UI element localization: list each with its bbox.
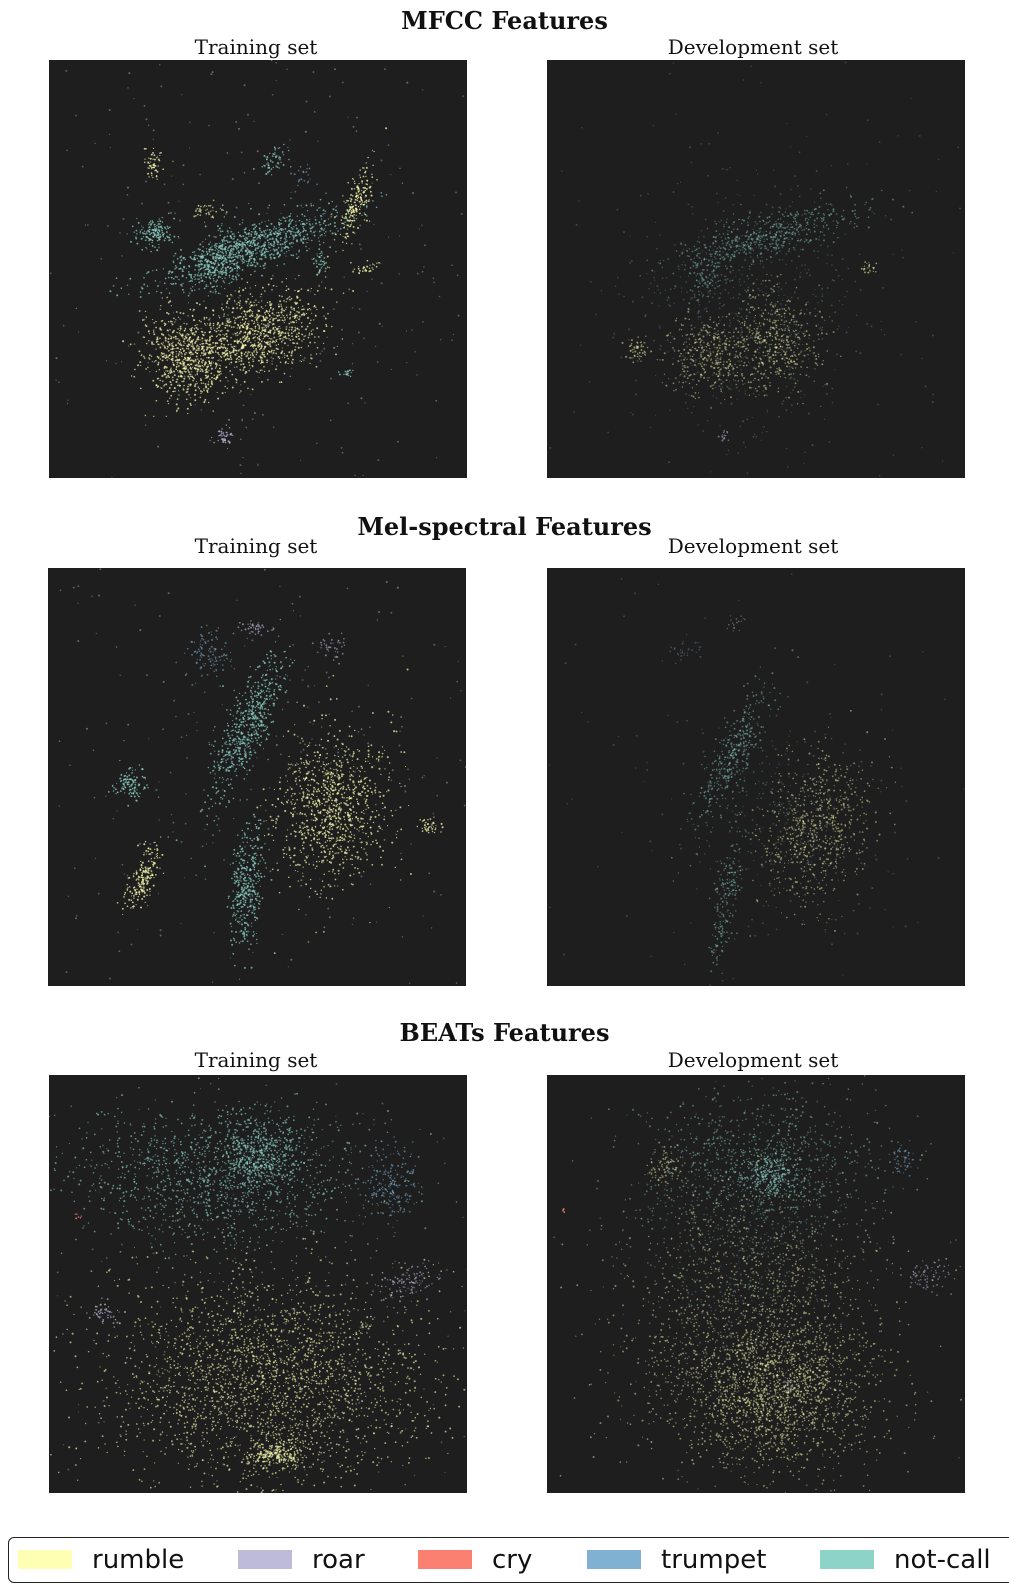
cluster-not-call [674, 230, 738, 337]
cluster-not-call [548, 573, 965, 986]
cluster-roar [726, 615, 746, 632]
legend-label-trumpet: trumpet [661, 1545, 766, 1575]
cluster-roar [346, 1261, 441, 1319]
cluster-not-call [130, 212, 179, 253]
cluster-trumpet [355, 1122, 440, 1240]
cluster-rumble [621, 335, 653, 364]
legend-swatch-roar [238, 1550, 292, 1569]
cluster-not-call [175, 610, 298, 868]
cluster-rumble [234, 1433, 312, 1470]
panel-title-mfcc-train: Training set [48, 35, 464, 59]
panel-title-beats-dev: Development set [545, 1048, 961, 1072]
cluster-not-call [49, 63, 465, 477]
panel-title-beats-train: Training set [48, 1048, 464, 1072]
legend-label-cry: cry [492, 1545, 532, 1575]
cluster-not-call [728, 1146, 812, 1206]
cluster-rumble [644, 1141, 693, 1198]
cluster-not-call [588, 1077, 905, 1487]
scatter-panel-mel-train [48, 568, 466, 986]
cluster-rumble [193, 199, 228, 223]
cluster-rumble [553, 1098, 963, 1492]
legend-label-rumble: rumble [92, 1545, 184, 1575]
cluster-rumble [860, 261, 878, 274]
cluster-cry [562, 1208, 566, 1213]
cluster-trumpet [184, 626, 232, 693]
legend-swatch-rumble [18, 1550, 72, 1569]
cluster-not-call [708, 811, 752, 975]
cluster-trumpet [888, 1139, 915, 1177]
cluster-rumble [116, 836, 169, 916]
cluster-roar [311, 632, 346, 665]
section-title-melspectral: Mel-spectral Features [0, 513, 1009, 541]
panel-title-mel-train: Training set [48, 534, 464, 558]
cluster-not-call [549, 61, 961, 477]
panel-title-mel-dev: Development set [545, 534, 961, 558]
legend-swatch-not-call [820, 1550, 874, 1569]
cluster-rumble [714, 247, 842, 407]
cluster-rumble [646, 1284, 933, 1493]
cluster-rumble [729, 709, 897, 937]
cluster-rumble [416, 816, 444, 834]
cluster-rumble [656, 300, 778, 401]
cluster-roar [717, 430, 730, 442]
cluster-not-call [107, 759, 149, 807]
cluster-rumble [143, 147, 165, 180]
cluster-rumble [122, 296, 265, 418]
panel-title-mfcc-dev: Development set [545, 35, 961, 59]
cluster-rumble [350, 259, 380, 275]
cluster-not-call [199, 1101, 311, 1208]
cluster-not-call [670, 647, 799, 882]
cluster-not-call [337, 369, 354, 378]
legend-label-roar: roar [312, 1545, 365, 1575]
cluster-not-call [65, 568, 462, 984]
cluster-not-call [226, 813, 273, 980]
cluster-roar [211, 419, 234, 449]
scatter-panel-beats-dev [547, 1075, 965, 1493]
cluster-roar [777, 1377, 800, 1392]
cluster-roar [232, 620, 275, 636]
scatter-panel-beats-train [49, 1075, 467, 1493]
cluster-not-call [639, 187, 914, 282]
cluster-not-call [49, 1077, 458, 1286]
scatter-panel-mfcc-train [49, 60, 467, 478]
cluster-rumble [165, 273, 355, 412]
cluster-not-call [176, 209, 256, 318]
legend: rumble roar cry trumpet not-call [8, 1537, 1009, 1583]
scatter-panel-mel-dev [547, 568, 965, 986]
section-title-beats: BEATs Features [0, 1019, 1009, 1047]
cluster-rumble [58, 568, 466, 961]
cluster-not-call [590, 1075, 927, 1325]
cluster-not-call [56, 1082, 467, 1488]
cluster-rumble [55, 60, 459, 478]
legend-swatch-cry [418, 1550, 472, 1569]
cluster-trumpet [661, 634, 702, 665]
legend-label-not-call: not-call [894, 1545, 991, 1575]
cluster-roar [899, 1259, 961, 1293]
cluster-not-call [252, 143, 292, 176]
cluster-cry [74, 1213, 82, 1220]
cluster-not-call [589, 151, 935, 474]
scatter-panel-mfcc-dev [547, 60, 965, 478]
cluster-not-call [312, 248, 331, 278]
cluster-roar [80, 1297, 120, 1325]
cluster-rumble [326, 127, 388, 268]
cluster-rumble [244, 668, 412, 955]
cluster-not-call [661, 695, 909, 946]
legend-swatch-trumpet [587, 1550, 641, 1569]
cluster-trumpet [290, 164, 318, 187]
cluster-rumble [50, 1200, 466, 1493]
section-title-mfcc: MFCC Features [0, 7, 1009, 35]
